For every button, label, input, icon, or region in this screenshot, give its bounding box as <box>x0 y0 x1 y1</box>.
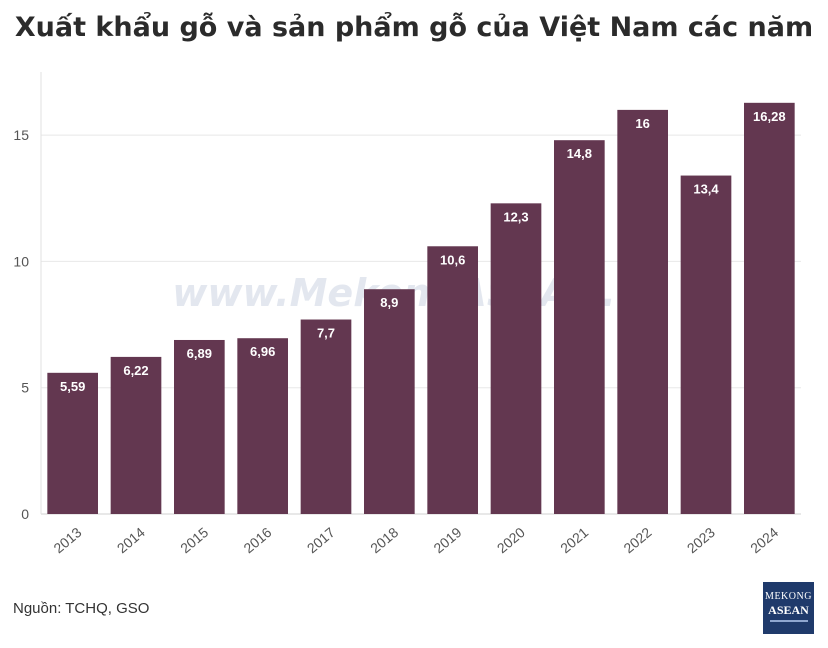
bar <box>427 246 478 514</box>
x-tick-label: 2022 <box>620 524 654 556</box>
data-label: 16 <box>635 116 649 131</box>
y-tick-label: 10 <box>13 253 29 269</box>
data-label: 14,8 <box>567 146 592 161</box>
bars <box>47 102 795 515</box>
data-label: 16,28 <box>753 109 786 124</box>
y-axis: 0 5 10 15 <box>13 72 42 522</box>
data-label: 6,89 <box>187 346 212 361</box>
bar <box>680 175 732 514</box>
data-label: 6,22 <box>123 363 148 378</box>
data-label: 12,3 <box>503 209 528 224</box>
source-note: Nguồn: TCHQ, GSO <box>13 600 150 617</box>
logo-line1: MEKONG <box>765 591 812 602</box>
bar <box>47 372 98 514</box>
bar <box>174 339 225 514</box>
data-label: 13,4 <box>693 182 719 197</box>
x-tick-label: 2017 <box>304 524 338 556</box>
bar <box>237 338 288 514</box>
bar <box>490 203 542 514</box>
bar <box>617 109 668 514</box>
y-tick-label: 0 <box>21 506 29 522</box>
x-tick-label: 2015 <box>177 524 211 556</box>
x-tick-label: 2018 <box>367 524 401 556</box>
gridlines <box>41 134 801 515</box>
bar <box>300 319 352 514</box>
x-tick-label: 2023 <box>684 524 718 556</box>
data-label: 7,7 <box>317 326 335 341</box>
x-tick-label: 2013 <box>50 524 84 556</box>
data-label: 8,9 <box>380 295 398 310</box>
x-tick-label: 2020 <box>494 524 528 556</box>
mekong-asean-logo: MEKONG ASEAN <box>763 582 814 634</box>
bar <box>364 289 415 514</box>
y-tick-label: 5 <box>21 380 29 396</box>
bar <box>744 102 795 514</box>
x-tick-label: 2014 <box>114 524 148 556</box>
data-labels: 5,59 6,22 6,89 6,96 7,7 8,9 10,6 12,3 14,8 16 13,4… <box>60 109 786 394</box>
data-label: 5,59 <box>60 379 85 394</box>
bar <box>110 356 162 514</box>
x-axis: 2013 2014 2015 2016 2017 2018 2019 2020 2021 2022… <box>50 524 781 556</box>
bar <box>554 140 605 515</box>
x-tick-label: 2016 <box>240 524 274 556</box>
x-tick-label: 2021 <box>557 524 591 556</box>
data-label: 10,6 <box>440 252 465 267</box>
x-tick-label: 2019 <box>430 524 464 556</box>
logo-rule <box>769 620 808 622</box>
x-tick-label: 2024 <box>747 524 781 556</box>
data-label: 6,96 <box>250 344 275 359</box>
chart-title: Xuất khẩu gỗ và sản phẩm gỗ của Việt Nam… <box>14 12 814 43</box>
logo-line2: ASEAN <box>768 603 809 617</box>
y-tick-label: 15 <box>13 127 29 143</box>
